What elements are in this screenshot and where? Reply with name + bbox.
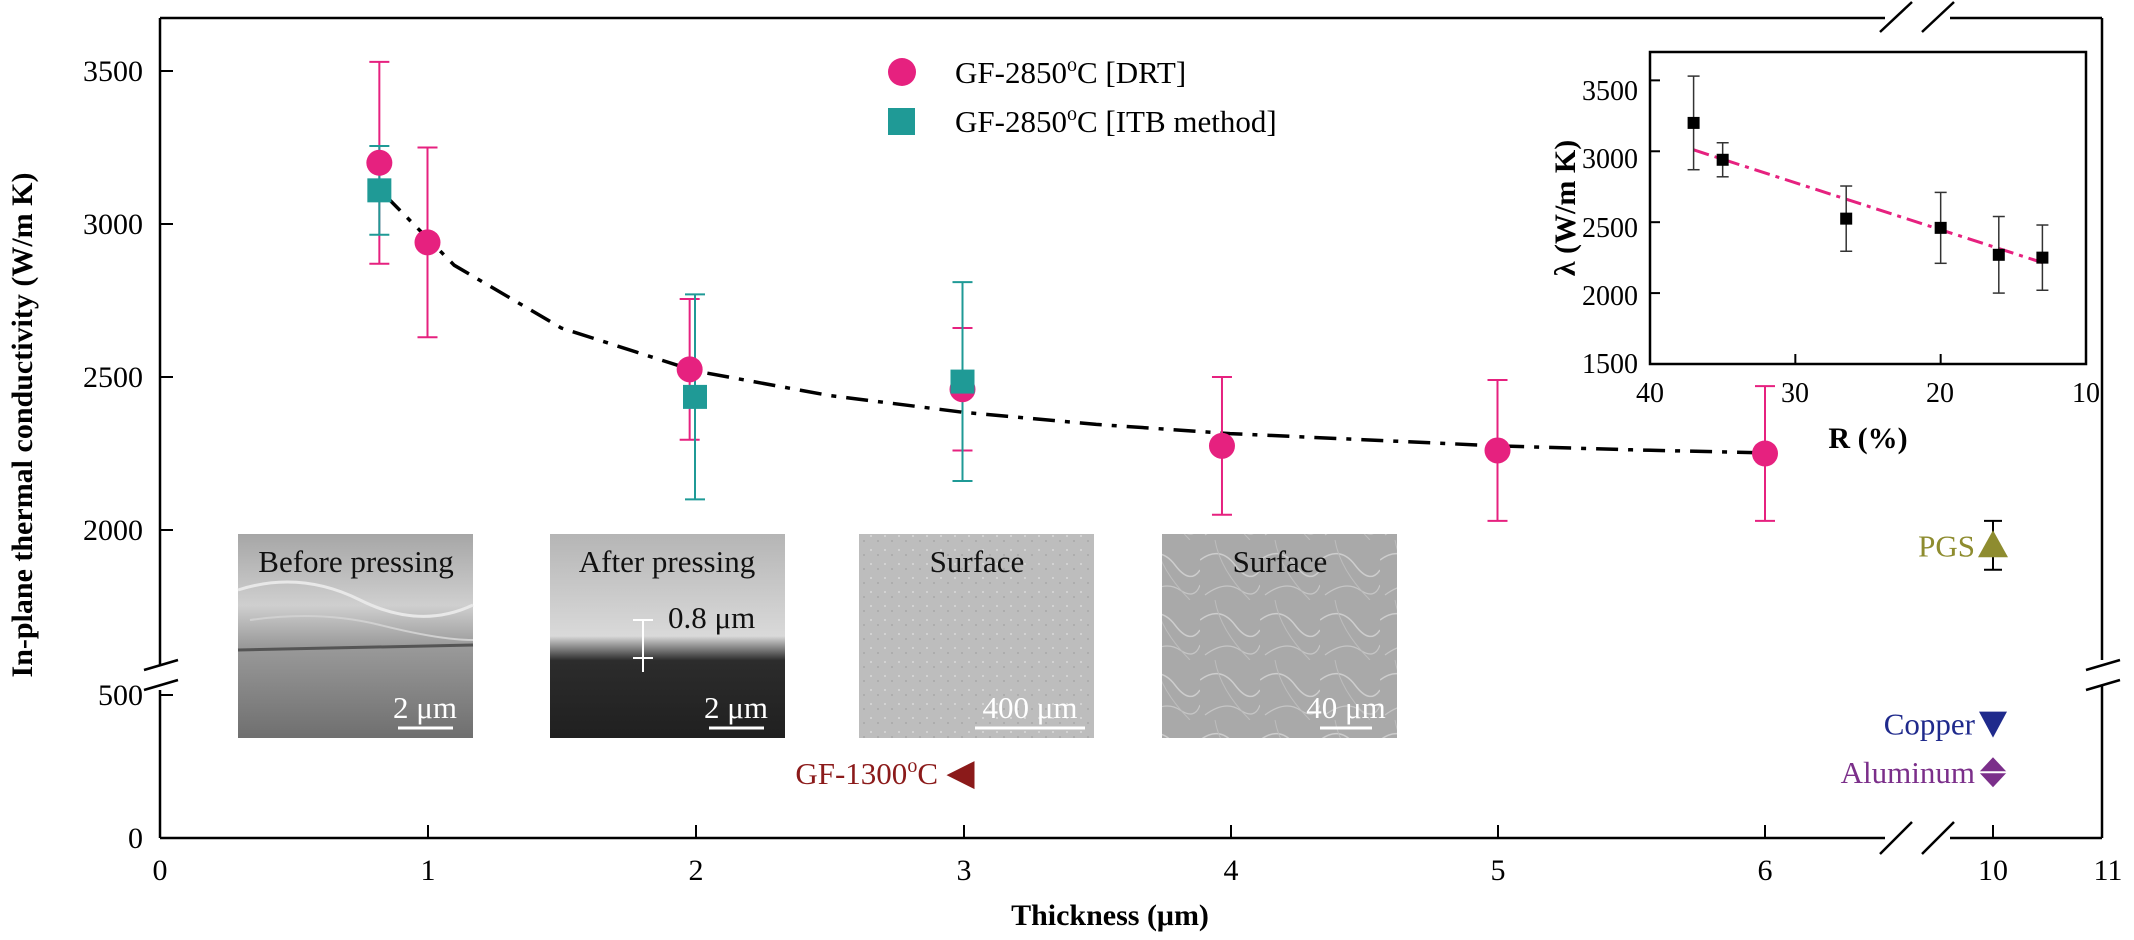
tick-marks bbox=[159, 70, 2103, 839]
legend-label-drt: GF-2850oC [DRT] bbox=[955, 54, 1186, 90]
sem-image-before: Before pressing 2 μm bbox=[237, 534, 474, 738]
inset-y-tick-label: 3000 bbox=[1582, 144, 1638, 175]
inset-x-tick-labels: 40 30 20 10 bbox=[1636, 378, 2100, 409]
reference-label-pgs: PGS bbox=[1918, 528, 1975, 563]
drt-point bbox=[366, 149, 393, 176]
x-tick-label: 10 bbox=[1978, 854, 2008, 887]
inset-y-tick-label: 3500 bbox=[1582, 76, 1638, 107]
reference-label-copper: Copper bbox=[1884, 707, 1976, 742]
inset-y-tick-labels: 1500 2000 2500 3000 3500 bbox=[1582, 76, 1638, 380]
fit-curve-layer bbox=[383, 193, 1766, 455]
inset-y-tick-label: 2500 bbox=[1582, 213, 1638, 244]
legend-itb-tail: C [ITB method] bbox=[1077, 104, 1277, 139]
marker-layer bbox=[366, 149, 1778, 467]
sem-title: After pressing bbox=[579, 544, 755, 579]
axis-break-marks bbox=[143, 1, 2121, 855]
drt-point bbox=[1752, 440, 1778, 467]
inset-point bbox=[2036, 251, 2049, 264]
plot-frame bbox=[158, 16, 2104, 840]
gf1300-label-tail: C bbox=[917, 756, 938, 791]
inset-tick-marks bbox=[1649, 79, 2087, 365]
inset-x-tick-label: 30 bbox=[1781, 378, 1809, 409]
inset-y-axis-title: λ (W/m K) bbox=[1549, 140, 1582, 276]
gf1300-marker bbox=[946, 761, 975, 790]
x-tick-label: 11 bbox=[2094, 854, 2123, 887]
x-tick-label: 3 bbox=[957, 854, 972, 887]
sem-image-surface-1: Surface 400 μm bbox=[859, 534, 1094, 738]
x-tick-label: 6 bbox=[1758, 854, 1773, 887]
inset-point bbox=[1716, 153, 1729, 166]
reference-marker-copper bbox=[1979, 711, 2007, 738]
sem-title: Surface bbox=[930, 544, 1025, 579]
inset-data-layer bbox=[1687, 75, 2049, 294]
gf1300-label: GF-1300oC bbox=[795, 755, 938, 791]
itb-point bbox=[950, 369, 975, 394]
x-tick-label: 5 bbox=[1491, 854, 1506, 887]
scale-bar-label: 40 μm bbox=[1306, 690, 1385, 725]
sem-title: Surface bbox=[1233, 544, 1328, 579]
x-tick-label: 4 bbox=[1224, 854, 1239, 887]
inset-point bbox=[1840, 212, 1853, 225]
drt-point bbox=[1208, 432, 1235, 459]
inset-x-tick-label: 40 bbox=[1636, 378, 1664, 409]
x-tick-label: 0 bbox=[153, 854, 168, 887]
x-tick-labels: 0 1 2 3 4 5 6 10 11 bbox=[153, 854, 2123, 887]
sem-image-surface-2: Surface 40 μm bbox=[1162, 534, 1397, 738]
inset-chart: 40 30 20 10 1500 2000 2500 3000 3500 R (… bbox=[1549, 50, 2100, 455]
gf1300-label-sup: o bbox=[907, 755, 917, 777]
y-tick-label: 2500 bbox=[83, 361, 143, 394]
legend-drt-tail: C [DRT] bbox=[1077, 55, 1186, 90]
inset-x-tick-label: 20 bbox=[1926, 378, 1954, 409]
y-tick-label: 500 bbox=[98, 679, 143, 712]
y-tick-label: 3000 bbox=[83, 208, 143, 241]
y-tick-labels: 0 500 2000 2500 3000 3500 bbox=[83, 55, 143, 855]
inset-y-tick-label: 1500 bbox=[1582, 349, 1638, 380]
legend-label-itb: GF-2850oC [ITB method] bbox=[955, 103, 1277, 139]
sem-image-after: After pressing 0.8 μm 2 μm bbox=[550, 534, 785, 738]
inset-point bbox=[1687, 116, 1700, 129]
gf1300-annotation: GF-1300oC bbox=[795, 755, 938, 791]
inset-fit-line bbox=[1693, 148, 2043, 265]
legend-marker-drt bbox=[888, 58, 916, 86]
y-axis-title: In-plane thermal conductivity (W/m K) bbox=[6, 173, 39, 678]
x-tick-label: 2 bbox=[689, 854, 704, 887]
inset-point bbox=[1992, 248, 2005, 261]
scale-bar-label: 2 μm bbox=[393, 690, 457, 725]
scale-bar-label: 2 μm bbox=[704, 690, 768, 725]
legend-drt-sup: o bbox=[1067, 54, 1077, 76]
legend-itb-sup: o bbox=[1067, 103, 1077, 125]
drt-point bbox=[676, 356, 703, 383]
x-tick-label: 1 bbox=[421, 854, 436, 887]
inset-y-tick-label: 2000 bbox=[1582, 281, 1638, 312]
drt-point bbox=[414, 229, 441, 256]
gf1300-label-main: GF-1300 bbox=[795, 756, 907, 791]
y-tick-label: 0 bbox=[128, 822, 143, 855]
inset-x-tick-label: 10 bbox=[2072, 378, 2100, 409]
reference-marker-pgs bbox=[1978, 530, 2008, 558]
legend: GF-2850oC [DRT] GF-2850oC [ITB method] bbox=[888, 54, 1277, 139]
reference-label-aluminum: Aluminum bbox=[1841, 755, 1975, 790]
legend-marker-itb bbox=[888, 108, 915, 135]
reference-materials-layer: PGS Copper Aluminum bbox=[946, 519, 2008, 790]
legend-drt-main: GF-2850 bbox=[955, 55, 1067, 90]
x-axis-title: Thickness (μm) bbox=[1011, 899, 1209, 932]
inset-point bbox=[1934, 221, 1947, 234]
legend-itb-main: GF-2850 bbox=[955, 104, 1067, 139]
y-tick-label: 2000 bbox=[83, 514, 143, 547]
y-tick-label: 3500 bbox=[83, 55, 143, 88]
fit-curve bbox=[383, 193, 1766, 455]
sem-title: Before pressing bbox=[258, 544, 453, 579]
drt-point bbox=[1484, 437, 1511, 464]
inset-x-axis-title: R (%) bbox=[1828, 422, 1907, 455]
itb-point bbox=[683, 384, 707, 409]
thickness-label: 0.8 μm bbox=[668, 600, 755, 635]
errorbar-layer bbox=[369, 60, 1775, 522]
itb-point bbox=[367, 178, 392, 203]
scale-bar-label: 400 μm bbox=[983, 690, 1078, 725]
